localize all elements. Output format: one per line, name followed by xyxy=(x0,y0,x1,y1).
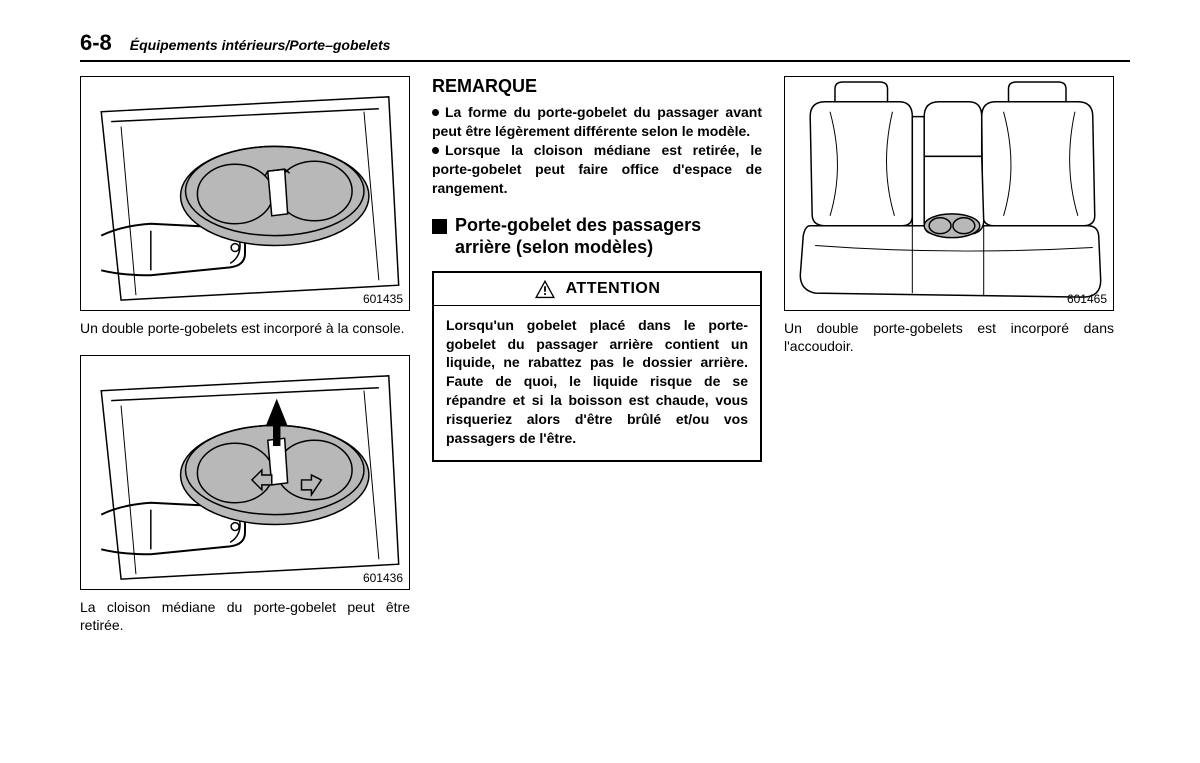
figure-id: 601435 xyxy=(363,292,403,306)
figure-rear-seat-armrest: 601465 xyxy=(784,76,1114,311)
figure-caption: Un double porte-gobelets est incorporé d… xyxy=(784,319,1114,355)
content-columns: 601435 Un double porte-gobelets est inco… xyxy=(80,76,1130,653)
column-3: 601465 Un double porte-gobelets est inco… xyxy=(784,76,1114,653)
remark-item: Lorsque la cloison médiane est retirée, … xyxy=(432,142,762,196)
figure-cupholder-console: 601435 xyxy=(80,76,410,311)
remark-item: La forme du porte-gobelet du passager av… xyxy=(432,104,762,139)
attention-header: ATTENTION xyxy=(434,273,760,306)
figure-caption: Un double porte-gobelets est incorporé à… xyxy=(80,319,410,337)
subsection-heading-row: Porte-gobelet des passagers arrière (sel… xyxy=(432,215,762,258)
manual-page: 6-8 Équipements intérieurs/Porte–gobelet… xyxy=(80,30,1130,653)
figure-caption: La cloison médiane du porte-gobelet peut… xyxy=(80,598,410,634)
bullet-icon xyxy=(432,147,439,154)
figure-id: 601465 xyxy=(1067,292,1107,306)
remark-body: La forme du porte-gobelet du passager av… xyxy=(432,103,762,197)
page-number: 6-8 xyxy=(80,30,112,56)
section-breadcrumb: Équipements intérieurs/Porte–gobelets xyxy=(130,37,391,53)
attention-box: ATTENTION Lorsqu'un gobelet placé dans l… xyxy=(432,271,762,462)
page-header: 6-8 Équipements intérieurs/Porte–gobelet… xyxy=(80,30,1130,62)
figure-id: 601436 xyxy=(363,571,403,585)
remark-heading: REMARQUE xyxy=(432,76,762,97)
column-1: 601435 Un double porte-gobelets est inco… xyxy=(80,76,410,653)
attention-label: ATTENTION xyxy=(566,280,661,298)
figure-cupholder-divider-removal: 601436 xyxy=(80,355,410,590)
warning-triangle-icon xyxy=(534,279,556,299)
attention-text: Lorsqu'un gobelet placé dans le porte-go… xyxy=(434,306,760,460)
subsection-heading: Porte-gobelet des passagers arrière (sel… xyxy=(455,215,762,258)
square-marker-icon xyxy=(432,219,447,234)
bullet-icon xyxy=(432,109,439,116)
column-2: REMARQUE La forme du porte-gobelet du pa… xyxy=(432,76,762,653)
